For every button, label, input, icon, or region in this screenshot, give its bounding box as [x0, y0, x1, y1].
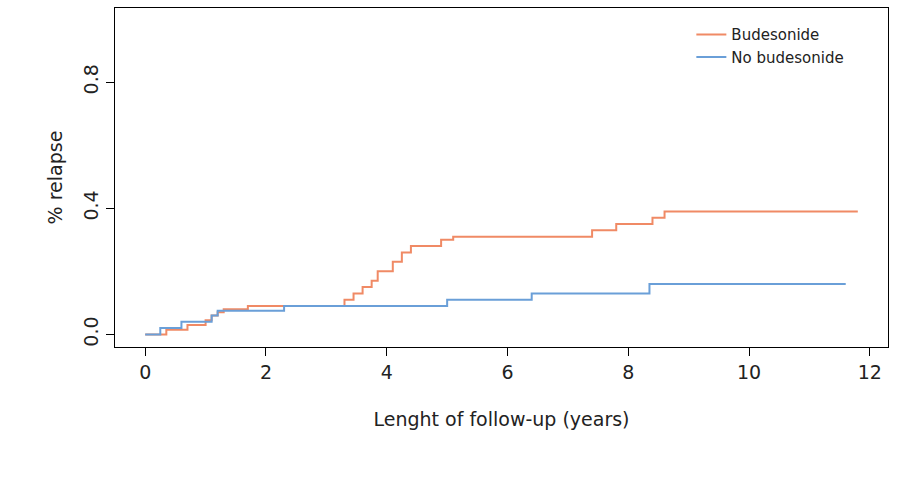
svg-text:% relapse: % relapse — [44, 131, 66, 225]
svg-text:2: 2 — [260, 361, 272, 383]
svg-text:0.4: 0.4 — [80, 190, 102, 220]
svg-text:10: 10 — [737, 361, 761, 383]
svg-text:6: 6 — [501, 361, 513, 383]
svg-text:0: 0 — [139, 361, 151, 383]
svg-text:0.0: 0.0 — [80, 316, 102, 346]
svg-text:0.8: 0.8 — [80, 64, 102, 94]
svg-text:4: 4 — [381, 361, 393, 383]
svg-text:Lenght of follow-up (years): Lenght of follow-up (years) — [373, 408, 629, 430]
svg-text:No budesonide: No budesonide — [731, 49, 843, 67]
svg-text:12: 12 — [858, 361, 882, 383]
svg-text:8: 8 — [622, 361, 634, 383]
svg-text:Budesonide: Budesonide — [731, 26, 819, 44]
